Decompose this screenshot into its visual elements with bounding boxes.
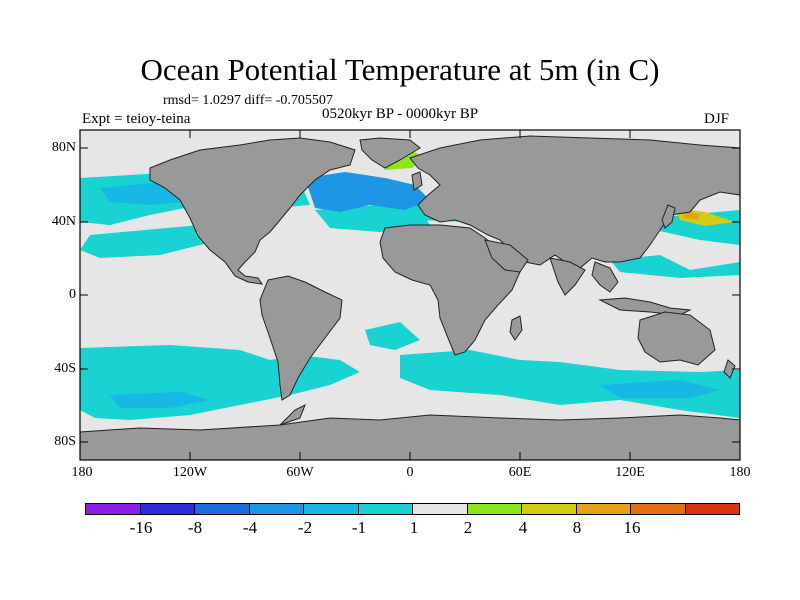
land-arabia — [484, 239, 529, 273]
colorbar-box — [358, 504, 413, 514]
xtick-label-0: 0 — [406, 465, 414, 480]
north-atlantic-patch — [315, 205, 430, 232]
xtick-label-120e: 120E — [615, 465, 645, 480]
colorbar-box — [576, 504, 631, 514]
land-eurasia — [409, 135, 741, 269]
land-north-america — [149, 137, 356, 285]
colorbar-box — [413, 504, 468, 514]
colorbar-box — [304, 504, 359, 514]
xtick-label-180e: 180 — [729, 465, 751, 480]
colorbar-label: -4 — [242, 518, 258, 537]
xtick-label-180w: 180 — [71, 465, 93, 480]
kuroshio-warm-core — [682, 212, 700, 220]
colorbar-label: -1 — [351, 518, 367, 537]
south-indian-core — [600, 380, 720, 398]
colorbar-box — [140, 504, 195, 514]
colorbar-label: 2 — [463, 518, 473, 537]
land-indonesia — [598, 297, 692, 316]
land-africa — [379, 224, 521, 356]
ytick-label-0: 0 — [69, 287, 76, 302]
anomaly-minus4-patches — [305, 172, 430, 212]
colorbar-box — [467, 504, 522, 514]
land-new-zealand — [723, 359, 736, 379]
plot-title: Ocean Potential Temperature at 5m (in C) — [140, 52, 660, 87]
colorbar-label: 4 — [518, 518, 528, 537]
east-asia-patch — [610, 255, 740, 278]
southern-ocean-core — [110, 392, 210, 408]
land-japan — [661, 204, 676, 229]
land-madagascar — [509, 315, 523, 341]
colorbar-box — [249, 504, 304, 514]
season-label: DJF — [704, 111, 730, 127]
colorbar — [85, 503, 740, 515]
land-australia — [637, 311, 716, 366]
land-uk — [411, 171, 423, 191]
south-atlantic-patch — [365, 322, 420, 350]
colorbar-box — [522, 504, 577, 514]
tick-marks — [80, 130, 740, 460]
land-antarctic-peninsula — [279, 403, 306, 426]
colorbar-label: -16 — [129, 518, 153, 537]
colorbar-label: -8 — [187, 518, 203, 537]
colorbar-label: 8 — [572, 518, 582, 537]
colorbar-label: 1 — [409, 518, 419, 537]
land — [79, 135, 741, 461]
colorbar-box — [631, 504, 686, 514]
colorbar-box — [86, 504, 141, 514]
land-india — [549, 257, 586, 296]
ytick-label-80s: 80S — [54, 434, 76, 449]
colorbar-box — [685, 504, 739, 514]
land-south-america — [259, 275, 343, 401]
ytick-label-40s: 40S — [54, 361, 76, 376]
colorbar-label: -2 — [297, 518, 313, 537]
stats-label: rmsd= 1.0297 diff= -0.705507 — [163, 93, 333, 108]
land-greenland — [359, 137, 421, 169]
labrador-sea-patch — [305, 172, 430, 212]
ytick-label-40n: 40N — [51, 214, 76, 229]
ytick-label-80n: 80N — [51, 140, 76, 155]
land-southeast-asia — [591, 261, 619, 293]
colorbar-label: 16 — [623, 518, 641, 537]
colorbar-box — [195, 504, 250, 514]
south-indian-band — [400, 350, 740, 418]
xtick-label-60e: 60E — [508, 465, 532, 480]
period-label: 0520kyr BP - 0000kyr BP — [322, 106, 479, 122]
east-pacific-band — [80, 225, 220, 258]
xtick-label-120w: 120W — [172, 465, 208, 480]
xtick-label-60w: 60W — [286, 465, 314, 480]
experiment-label: Expt = teioy-teina — [82, 111, 191, 127]
